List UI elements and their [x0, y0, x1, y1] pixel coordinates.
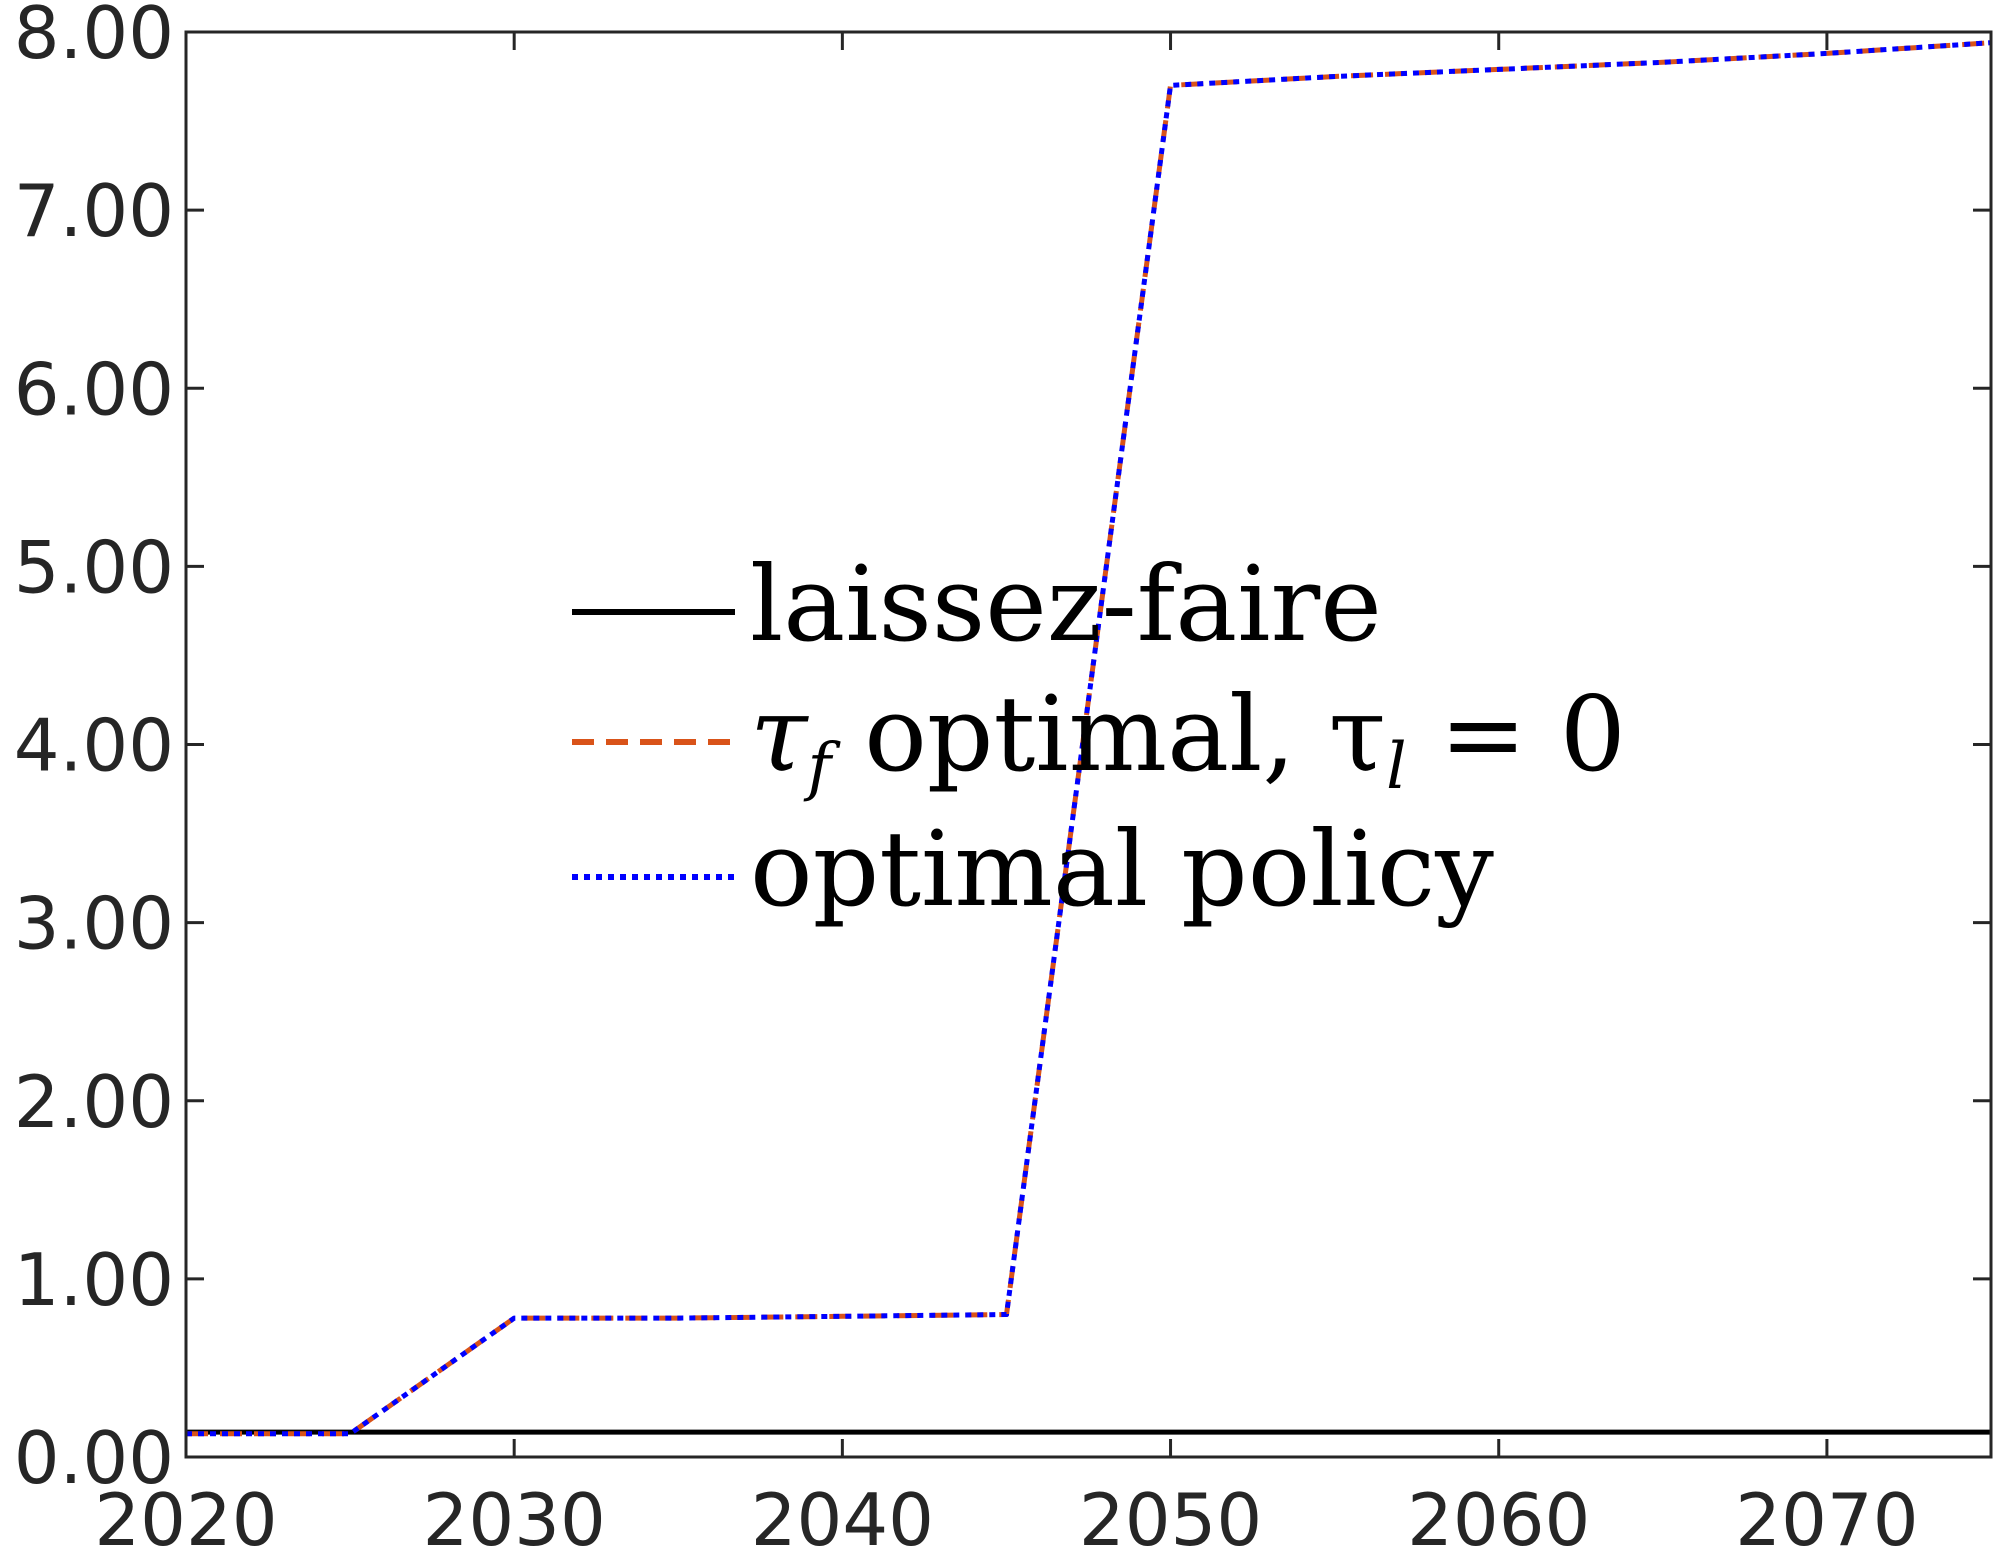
legend-label-tau-f-optimal: τf optimal, τl = 0 [750, 673, 1626, 804]
y-tick-label: 5.00 [14, 525, 174, 609]
legend-label-optimal-policy: optimal policy [750, 808, 1494, 930]
y-tick-label: 7.00 [14, 169, 174, 253]
x-tick-label: 2070 [1735, 1478, 1918, 1554]
x-tick-label: 2060 [1407, 1478, 1590, 1554]
y-tick-label: 8.00 [14, 0, 174, 75]
legend-label-laissez-faire: laissez-faire [750, 543, 1382, 665]
y-tick-label: 2.00 [14, 1060, 174, 1144]
ticks-layer: 2020 2030 2040 2050 2060 2070 0.00 1.00 2.00 3.00… [14, 0, 1991, 1554]
x-tick-label: 2020 [94, 1478, 277, 1554]
series-line-optimal-policy [186, 40, 1992, 1437]
y-tick-label: 4.00 [14, 704, 174, 788]
series-layer [186, 40, 1992, 1437]
y-tick-label: 3.00 [14, 882, 174, 966]
y-tick-label: 6.00 [14, 347, 174, 431]
x-tick-label: 2050 [1079, 1478, 1262, 1554]
y-tick-label: 0.00 [14, 1416, 174, 1500]
x-tick-label: 2030 [423, 1478, 606, 1554]
x-tick-label: 2040 [751, 1478, 934, 1554]
y-tick-label: 1.00 [14, 1238, 174, 1322]
legend: laissez-faire τf optimal, τl = 0 optimal… [572, 543, 1626, 930]
